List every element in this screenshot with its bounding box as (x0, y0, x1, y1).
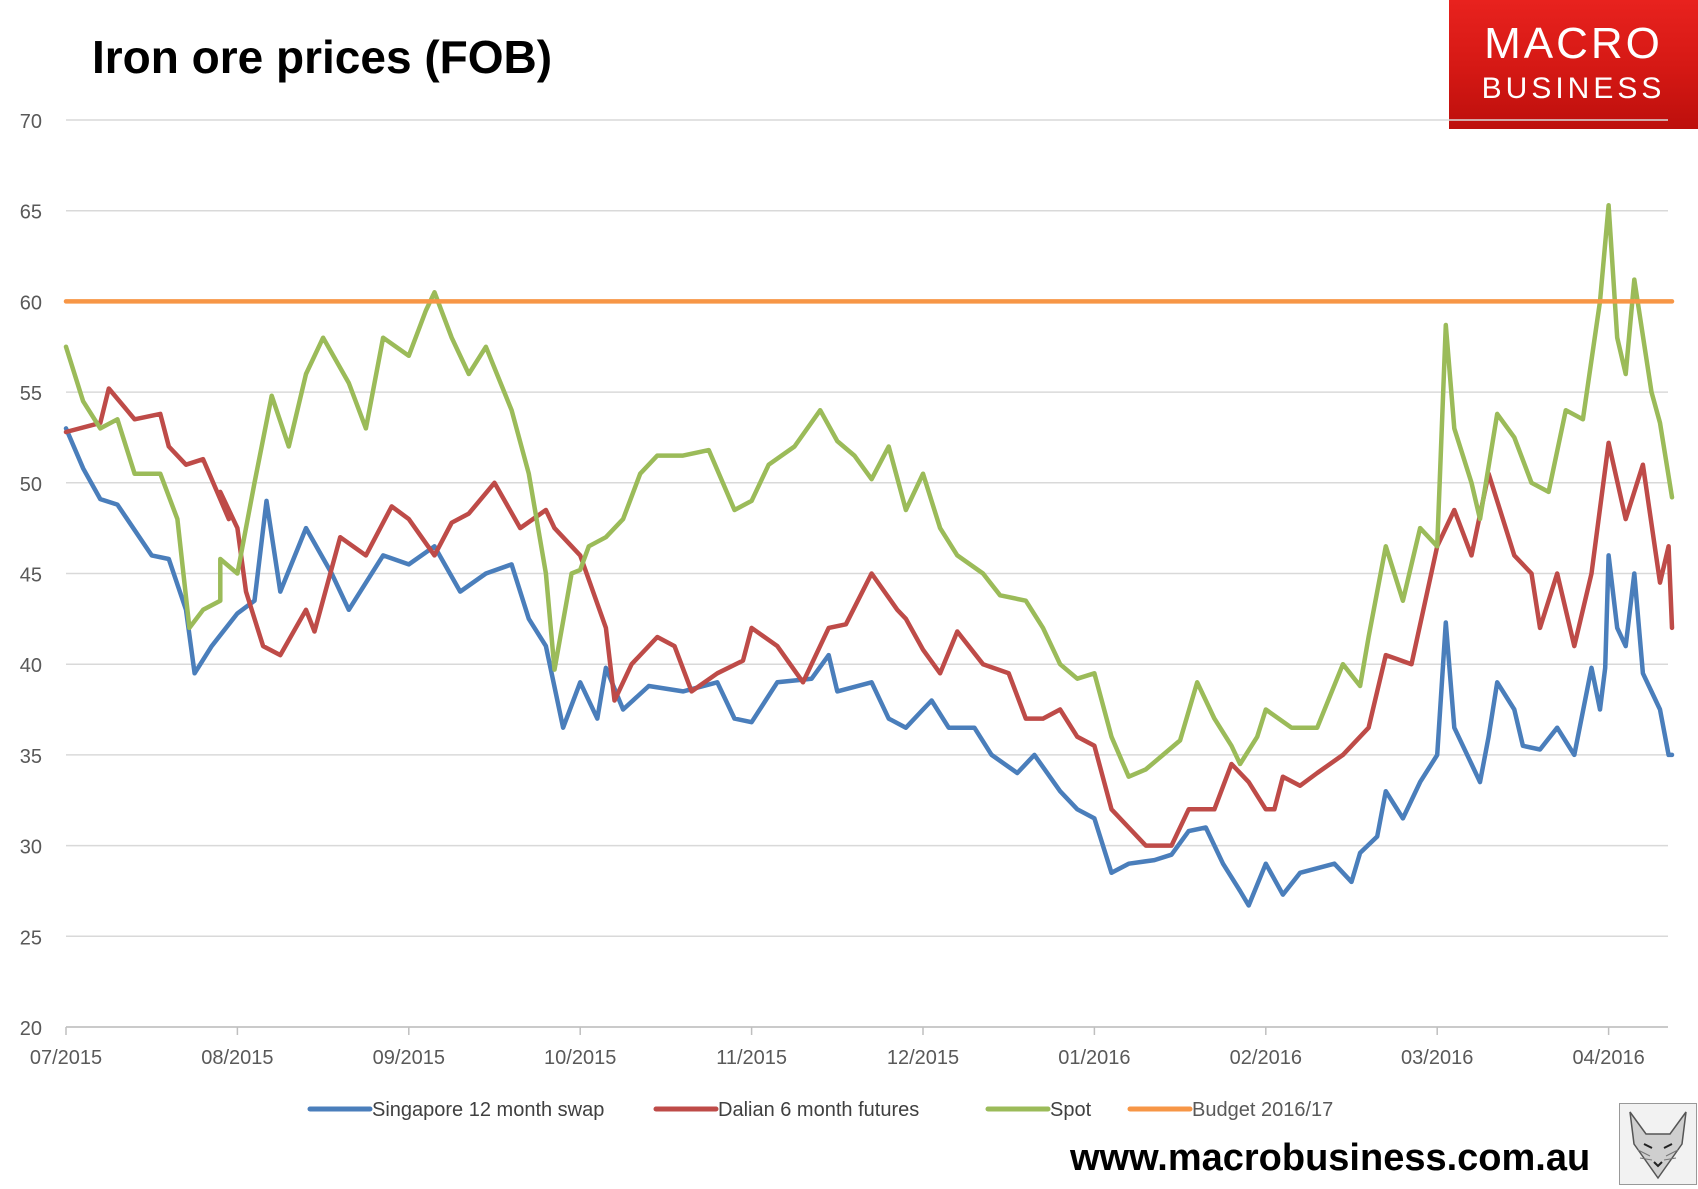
legend-label: Budget 2016/17 (1192, 1099, 1333, 1121)
x-tick-label: 04/2016 (1572, 1047, 1644, 1069)
y-tick-label: 60 (20, 292, 42, 314)
y-tick-label: 35 (20, 746, 42, 768)
macrobusiness-logo: MACRO BUSINESS (1449, 0, 1698, 129)
series-line-spot (63, 203, 1675, 779)
y-tick-label: 20 (20, 1018, 42, 1040)
fox-logo-icon (1619, 1103, 1697, 1185)
x-tick-label: 10/2015 (544, 1047, 616, 1069)
x-tick-label: 12/2015 (887, 1047, 959, 1069)
y-tick-label: 50 (20, 474, 42, 496)
y-tick-label: 45 (20, 565, 42, 587)
y-tick-label: 65 (20, 202, 42, 224)
series-lines (63, 203, 1675, 908)
y-tick-label: 40 (20, 655, 42, 677)
website-url: www.macrobusiness.com.au (1070, 1137, 1591, 1179)
legend-label: Singapore 12 month swap (372, 1099, 604, 1121)
x-tick-label: 11/2015 (716, 1047, 787, 1069)
y-tick-label: 25 (20, 927, 42, 949)
series-line-singapore-12-month-swap (63, 426, 1675, 908)
x-tick-label: 07/2015 (30, 1047, 102, 1069)
legend-label: Spot (1050, 1099, 1092, 1121)
page-title: Iron ore prices (FOB) (92, 31, 553, 83)
y-tick-label: 70 (20, 111, 42, 133)
legend: Singapore 12 month swap Dalian 6 month fu… (307, 1099, 1333, 1121)
gridlines (66, 119, 1668, 1028)
x-tick-label: 09/2015 (373, 1047, 445, 1069)
x-tick-label: 03/2016 (1401, 1047, 1473, 1069)
brand-line-1: MACRO (1484, 19, 1663, 68)
y-tick-label: 55 (20, 383, 42, 405)
series-line-dalian-6-month-futures (63, 386, 1675, 848)
axes: 20 25 30 35 40 45 50 55 60 65 70 07/2015 08/2015 09/2… (20, 111, 1668, 1069)
x-tick-label: 02/2016 (1230, 1047, 1302, 1069)
brand-line-2: BUSINESS (1481, 72, 1666, 105)
x-tick-label: 08/2015 (201, 1047, 273, 1069)
x-tick-label: 01/2016 (1058, 1047, 1130, 1069)
y-tick-label: 30 (20, 837, 42, 859)
legend-label: Dalian 6 month futures (718, 1099, 919, 1121)
